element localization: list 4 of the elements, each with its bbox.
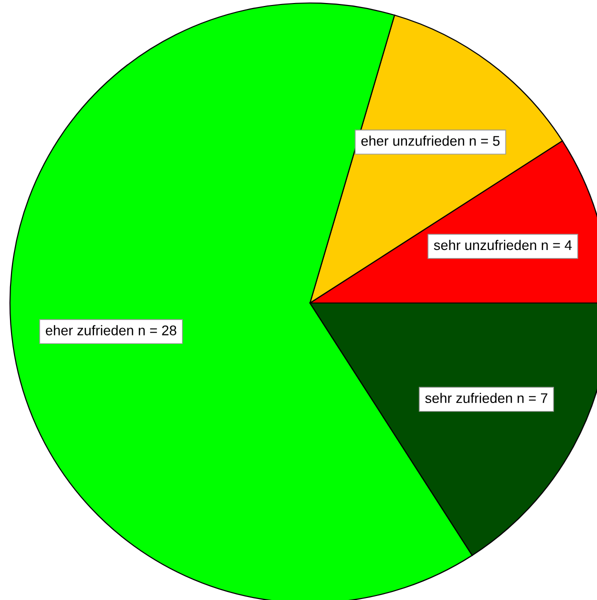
slice-label: eher zufrieden n = 28 <box>46 325 176 336</box>
slice-label: sehr unzufrieden n = 4 <box>434 240 572 250</box>
slice-label: sehr zufrieden n = 7 <box>425 392 548 404</box>
slice-label: eher unzufrieden n = 5 <box>361 136 500 146</box>
